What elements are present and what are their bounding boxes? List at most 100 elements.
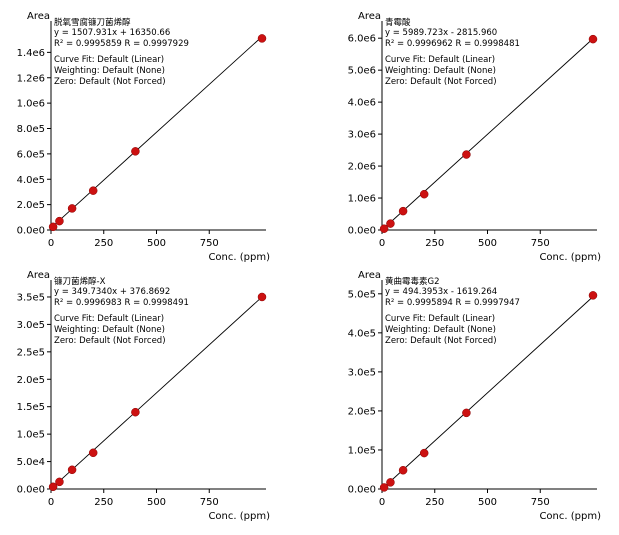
zero-label: Zero: Default (Not Forced) [54, 336, 166, 346]
x-tick-label: 750 [200, 497, 219, 508]
y-tick-label: 5.0e5 [348, 289, 376, 300]
y-tick-label: 0.0e0 [17, 485, 45, 496]
y-tick-label: 1.4e6 [17, 48, 45, 59]
y-tick-label: 1.0e6 [348, 194, 376, 205]
data-point [462, 408, 471, 418]
data-point [462, 150, 471, 159]
data-point [379, 483, 389, 492]
y-tick-label: 2.5e5 [17, 347, 45, 358]
y-tick-label: 3.0e5 [348, 367, 376, 378]
x-tick-label: 0 [379, 497, 385, 508]
r-squared-stats: R² = 0.9996983 R = 0.9998491 [54, 298, 189, 308]
x-axis-label: Conc. (ppm) [208, 511, 270, 522]
y-tick-label: 1.2e6 [17, 73, 45, 84]
y-tick-label: 0.0e0 [17, 226, 45, 237]
y-tick-label: 4.0e6 [348, 98, 376, 109]
data-point [588, 291, 598, 300]
weighting-label: Weighting: Default (None) [54, 66, 165, 76]
y-tick-label: 1.5e5 [17, 402, 45, 413]
data-point [131, 407, 140, 417]
x-tick-label: 500 [147, 238, 166, 249]
data-point [419, 448, 429, 458]
y-tick-label: 0.0e0 [348, 226, 376, 237]
curve-fit-label: Curve Fit: Default (Linear) [54, 314, 164, 324]
y-tick-label: 4.0e5 [348, 328, 376, 339]
x-tick-label: 0 [48, 238, 54, 249]
curve-fit-label: Curve Fit: Default (Linear) [54, 55, 164, 65]
x-axis-label: Conc. (ppm) [539, 252, 601, 263]
data-point [88, 186, 98, 195]
data-point [257, 34, 267, 43]
y-tick-label: 6.0e5 [17, 149, 45, 160]
data-point [55, 477, 64, 487]
y-tick-label: 2.0e5 [348, 406, 376, 417]
compound-title: 脱氧雪腐镰刀菌烯醇 [54, 17, 131, 28]
data-point [386, 219, 395, 228]
data-point [386, 478, 395, 487]
x-tick-label: 250 [94, 238, 113, 249]
r-squared-stats: R² = 0.9995859 R = 0.9997929 [54, 39, 189, 49]
regression-line [50, 296, 263, 490]
y-tick-label: 0.0e0 [348, 485, 376, 496]
weighting-label: Weighting: Default (None) [54, 325, 165, 335]
zero-label: Zero: Default (Not Forced) [385, 77, 497, 87]
x-tick-label: 250 [94, 497, 113, 508]
y-tick-label: 3.0e6 [348, 130, 376, 141]
y-axis-label: Area [27, 270, 50, 281]
regression-equation: y = 494.3953x - 1619.264 [385, 287, 497, 297]
y-tick-label: 2.0e6 [348, 162, 376, 173]
curve-fit-label: Curve Fit: Default (Linear) [385, 314, 495, 324]
chart-panel-2: 0.0e0 1.0e6 2.0e6 3.0e6 4.0e6 5.0e6 6.0e6 0 250 5… [348, 11, 602, 263]
compound-title: 镰刀菌烯醇-X [54, 276, 106, 287]
y-tick-label: 3.5e5 [17, 292, 45, 303]
x-tick-label: 500 [478, 238, 497, 249]
y-tick-label: 1.0e5 [17, 430, 45, 441]
regression-equation: y = 5989.723x - 2815.960 [385, 28, 497, 38]
regression-equation: y = 349.7340x + 376.8692 [54, 287, 170, 297]
regression-line [381, 38, 594, 231]
chart-panel-1: 0.0e0 2.0e5 4.0e5 6.0e5 8.0e5 1.0e6 1.2e6 1.4e6… [17, 11, 271, 263]
weighting-label: Weighting: Default (None) [385, 66, 496, 76]
data-point [398, 206, 408, 216]
x-tick-label: 750 [531, 238, 550, 249]
data-point [48, 482, 58, 492]
x-tick-label: 750 [200, 238, 219, 249]
data-point [48, 222, 58, 232]
chart-panel-4: 0.0e0 1.0e5 2.0e5 3.0e5 4.0e5 5.0e5 0 250 500 750… [348, 270, 602, 522]
y-tick-label: 6.0e6 [348, 34, 376, 45]
x-tick-label: 0 [48, 497, 54, 508]
curve-fit-label: Curve Fit: Default (Linear) [385, 55, 495, 65]
r-squared-stats: R² = 0.9996962 R = 0.9998481 [385, 39, 520, 49]
data-point [131, 147, 140, 156]
chart-panel-3: 0.0e0 5.0e4 1.0e5 1.5e5 2.0e5 2.5e5 3.0e5 3.5e5… [17, 270, 271, 522]
y-tick-label: 2.0e5 [17, 200, 45, 211]
data-point [419, 189, 429, 199]
weighting-label: Weighting: Default (None) [385, 325, 496, 335]
y-tick-label: 5.0e4 [17, 457, 45, 468]
data-point [67, 204, 77, 213]
regression-line [381, 296, 594, 490]
x-tick-label: 500 [478, 497, 497, 508]
data-point [88, 448, 98, 458]
zero-label: Zero: Default (Not Forced) [385, 336, 497, 346]
x-axis-label: Conc. (ppm) [208, 252, 270, 263]
compound-title: 青霉酸 [385, 17, 411, 28]
y-tick-label: 1.0e6 [17, 99, 45, 110]
data-point [588, 34, 598, 44]
r-squared-stats: R² = 0.9995894 R = 0.9997947 [385, 298, 520, 308]
regression-line [50, 36, 263, 229]
data-point [67, 465, 77, 475]
y-tick-label: 5.0e6 [348, 66, 376, 77]
regression-equation: y = 1507.931x + 16350.66 [54, 28, 170, 38]
data-point [398, 466, 408, 475]
x-tick-label: 250 [425, 497, 444, 508]
compound-title: 黄曲霉毒素G2 [385, 276, 440, 287]
zero-label: Zero: Default (Not Forced) [54, 77, 166, 87]
y-tick-label: 1.0e5 [348, 445, 376, 456]
y-tick-label: 3.0e5 [17, 320, 45, 331]
data-point [55, 216, 64, 226]
data-point [257, 292, 267, 302]
x-tick-label: 0 [379, 238, 385, 249]
y-axis-label: Area [358, 270, 381, 281]
